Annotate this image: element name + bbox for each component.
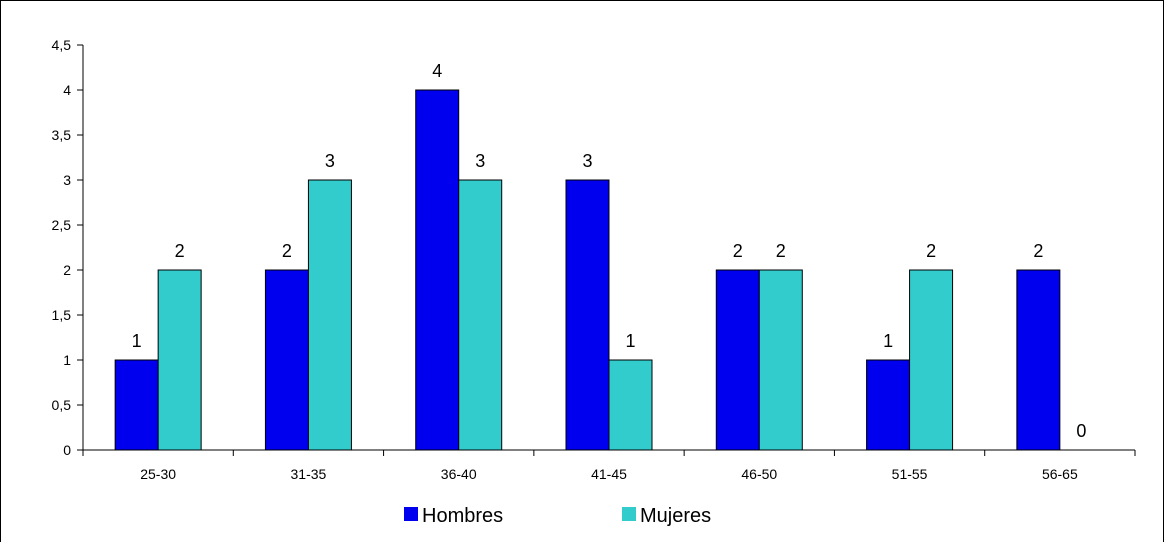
y-tick-label: 1,5: [52, 307, 72, 323]
y-tick-label: 2: [63, 262, 71, 278]
bar-hombres-51-55: [866, 359, 911, 451]
data-label: 2: [1033, 241, 1043, 261]
data-label: 1: [625, 331, 635, 351]
x-tick-label: 51-55: [892, 466, 928, 482]
bar-mujeres-25-30: [157, 269, 202, 451]
axes: 0 0,5 1 1,5 2 2,5 3 3,5 4 4,5 25-30 31-35 36-40 41-45…: [52, 37, 1136, 482]
x-tick-label: 25-30: [140, 466, 176, 482]
bar-mujeres-46-50: [758, 269, 803, 451]
data-labels: 1 2 4 3 2 1 2 2 3 3 1 2 2 0: [132, 61, 1087, 441]
x-tick-label: 46-50: [741, 466, 777, 482]
legend-swatch-mujeres: [622, 507, 636, 521]
y-tick-label: 0: [63, 442, 71, 458]
data-label: 2: [282, 241, 292, 261]
bar-mujeres-36-40: [458, 179, 503, 451]
bar-mujeres-31-35: [307, 179, 352, 451]
y-tick-label: 2,5: [52, 217, 72, 233]
data-label: 3: [325, 151, 335, 171]
y-tick-label: 3,5: [52, 127, 72, 143]
data-label: 0: [1076, 421, 1086, 441]
data-label: 4: [432, 61, 442, 81]
data-label: 2: [733, 241, 743, 261]
legend-label-hombres: Hombres: [422, 505, 503, 527]
x-tick-label: 36-40: [441, 466, 477, 482]
data-label: 2: [926, 241, 936, 261]
y-tick-label: 4: [63, 82, 71, 98]
data-label: 1: [132, 331, 142, 351]
y-tick-label: 0,5: [52, 397, 72, 413]
bar-hombres-36-40: [415, 89, 460, 451]
x-tick-label: 56-65: [1042, 466, 1078, 482]
data-label: 3: [582, 151, 592, 171]
data-label: 2: [776, 241, 786, 261]
x-tick-label: 31-35: [291, 466, 327, 482]
bar-mujeres-41-45: [608, 359, 653, 451]
y-tick-label: 1: [63, 352, 71, 368]
legend: Hombres Mujeres: [404, 505, 711, 527]
legend-swatch-hombres: [404, 507, 418, 521]
bar-mujeres-51-55: [909, 269, 954, 451]
x-tick-label: 41-45: [591, 466, 627, 482]
bar-hombres-56-65: [1016, 269, 1061, 451]
bar-hombres-31-35: [264, 269, 309, 451]
data-label: 2: [175, 241, 185, 261]
bar-hombres-25-30: [114, 359, 159, 451]
data-label: 1: [883, 331, 893, 351]
y-tick-label: 4,5: [52, 37, 72, 53]
bar-hombres-41-45: [565, 179, 610, 451]
y-tick-label: 3: [63, 172, 71, 188]
bars: [114, 89, 1061, 451]
data-label: 3: [475, 151, 485, 171]
bar-hombres-46-50: [715, 269, 760, 451]
legend-label-mujeres: Mujeres: [640, 505, 711, 527]
